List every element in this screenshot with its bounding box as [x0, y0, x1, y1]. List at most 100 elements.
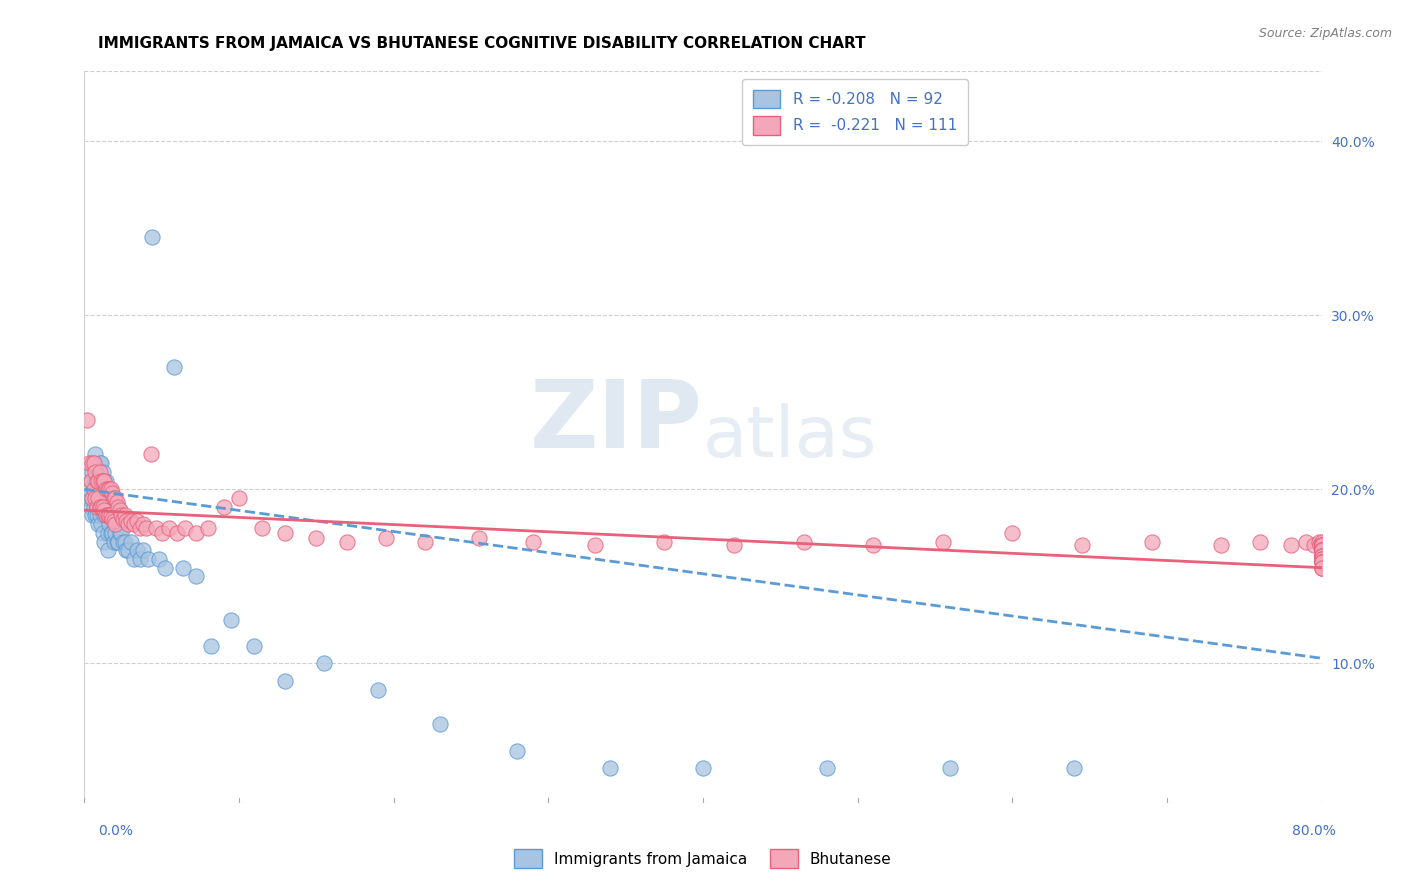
- Point: [94, 474, 117, 488]
- Point: [1310, 549, 1333, 563]
- Legend: R = -0.208   N = 92, R =  -0.221   N = 111: R = -0.208 N = 92, R = -0.221 N = 111: [742, 79, 967, 145]
- Point: [141, 229, 163, 244]
- Point: [117, 517, 139, 532]
- Point: [94, 483, 117, 497]
- Point: [197, 521, 219, 535]
- Point: [107, 500, 129, 514]
- Point: [91, 474, 114, 488]
- Point: [723, 538, 745, 552]
- Point: [101, 525, 124, 540]
- Point: [219, 613, 242, 627]
- Point: [184, 569, 207, 583]
- Point: [93, 474, 115, 488]
- Point: [172, 560, 194, 574]
- Point: [91, 525, 114, 540]
- Point: [1310, 556, 1333, 570]
- Point: [150, 525, 173, 540]
- Point: [1310, 556, 1333, 570]
- Point: [84, 474, 107, 488]
- Point: [94, 508, 117, 523]
- Point: [159, 521, 180, 535]
- Point: [100, 491, 122, 505]
- Point: [104, 491, 127, 505]
- Point: [86, 474, 108, 488]
- Point: [125, 514, 148, 528]
- Point: [148, 552, 170, 566]
- Point: [101, 508, 124, 523]
- Point: [96, 543, 118, 558]
- Point: [84, 508, 107, 523]
- Point: [652, 534, 675, 549]
- Text: Source: ZipAtlas.com: Source: ZipAtlas.com: [1258, 27, 1392, 40]
- Point: [108, 525, 131, 540]
- Point: [163, 360, 186, 375]
- Point: [1310, 538, 1333, 552]
- Point: [93, 491, 115, 505]
- Point: [87, 465, 110, 479]
- Point: [1310, 534, 1333, 549]
- Point: [115, 514, 138, 528]
- Point: [76, 412, 98, 426]
- Point: [1310, 556, 1333, 570]
- Point: [114, 534, 136, 549]
- Point: [84, 491, 107, 505]
- Point: [1295, 534, 1317, 549]
- Point: [110, 508, 132, 523]
- Point: [100, 483, 122, 497]
- Point: [1310, 538, 1333, 552]
- Point: [86, 508, 108, 523]
- Point: [336, 534, 359, 549]
- Point: [274, 673, 297, 688]
- Point: [1310, 560, 1333, 574]
- Point: [83, 483, 105, 497]
- Point: [94, 508, 117, 523]
- Point: [1071, 538, 1094, 552]
- Point: [84, 448, 107, 462]
- Point: [110, 525, 132, 540]
- Point: [1249, 534, 1271, 549]
- Point: [506, 743, 529, 757]
- Point: [120, 514, 142, 528]
- Point: [115, 543, 138, 558]
- Point: [129, 521, 152, 535]
- Text: atlas: atlas: [703, 402, 877, 472]
- Point: [815, 761, 838, 775]
- Point: [79, 474, 101, 488]
- Point: [91, 483, 114, 497]
- Point: [166, 525, 188, 540]
- Point: [93, 534, 115, 549]
- Point: [135, 521, 157, 535]
- Point: [87, 517, 110, 532]
- Text: 80.0%: 80.0%: [1292, 824, 1336, 838]
- Point: [90, 456, 112, 470]
- Point: [228, 491, 250, 505]
- Point: [112, 512, 135, 526]
- Point: [91, 465, 114, 479]
- Point: [1310, 543, 1333, 558]
- Point: [145, 521, 167, 535]
- Point: [1209, 538, 1232, 552]
- Point: [82, 491, 104, 505]
- Point: [107, 508, 129, 523]
- Point: [250, 521, 273, 535]
- Point: [84, 491, 107, 505]
- Point: [90, 517, 112, 532]
- Point: [1140, 534, 1163, 549]
- Text: 0.0%: 0.0%: [98, 824, 134, 838]
- Point: [1310, 552, 1333, 566]
- Point: [305, 531, 328, 545]
- Point: [117, 543, 139, 558]
- Point: [312, 657, 335, 671]
- Point: [1310, 560, 1333, 574]
- Point: [79, 474, 101, 488]
- Point: [122, 552, 145, 566]
- Point: [583, 538, 606, 552]
- Point: [374, 531, 398, 545]
- Point: [96, 491, 118, 505]
- Point: [98, 508, 121, 523]
- Point: [96, 508, 118, 523]
- Point: [1308, 534, 1330, 549]
- Point: [98, 483, 121, 497]
- Point: [1001, 525, 1024, 540]
- Point: [82, 491, 104, 505]
